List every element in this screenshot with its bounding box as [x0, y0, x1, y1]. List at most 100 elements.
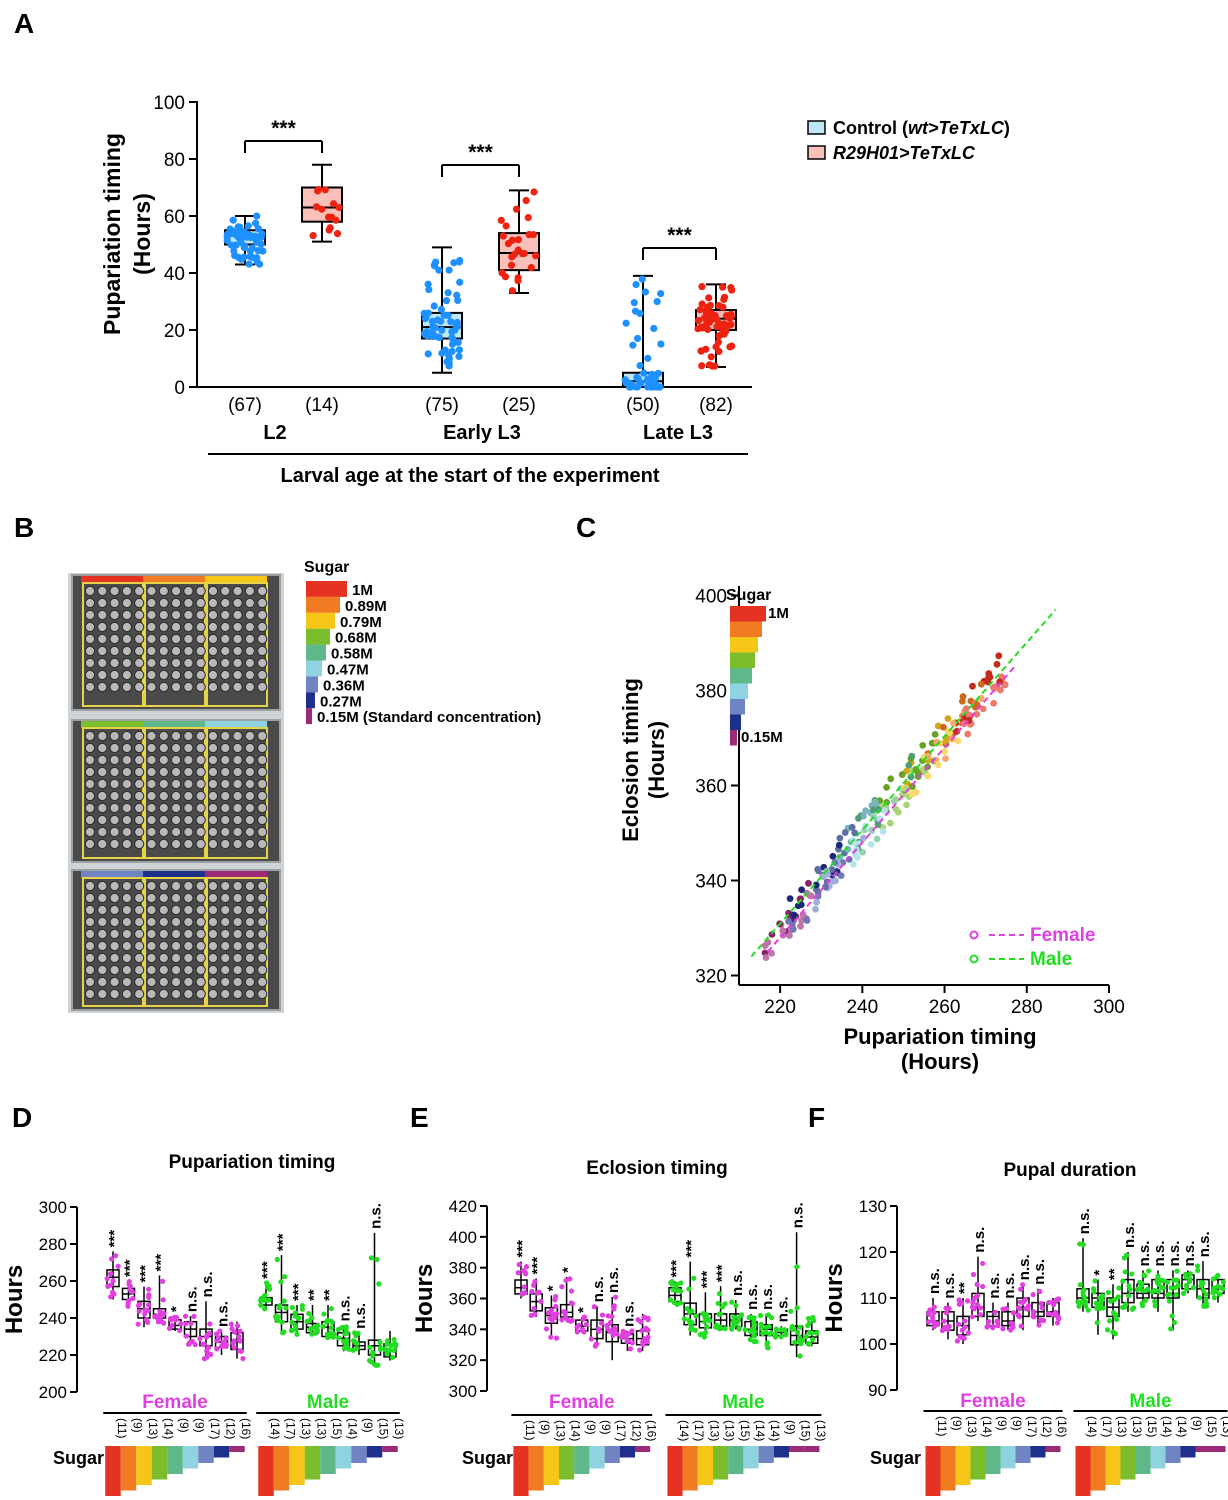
well	[232, 790, 243, 802]
well	[97, 669, 108, 681]
well	[232, 940, 243, 952]
sample-size: (15)	[799, 1420, 813, 1441]
sig-label: n.s.	[941, 1273, 958, 1299]
data-point	[1098, 1300, 1104, 1306]
data-point	[274, 1256, 280, 1263]
sample-size: (14)	[305, 395, 339, 416]
well	[207, 621, 219, 633]
sig-stars: ***	[468, 141, 493, 164]
data-point	[159, 1278, 166, 1284]
data-point	[1155, 1288, 1161, 1295]
data-point	[281, 1329, 287, 1335]
data-point	[281, 1274, 288, 1280]
well	[232, 802, 243, 814]
data-point	[107, 1271, 114, 1277]
y-tick-label: 130	[859, 1197, 887, 1216]
data-point	[785, 917, 792, 925]
data-point	[444, 289, 452, 297]
well	[195, 838, 206, 850]
well	[146, 657, 157, 669]
data-point	[438, 326, 446, 334]
sig-label: n.s.	[620, 1301, 637, 1327]
sample-size: (15)	[738, 1420, 752, 1441]
sugar-bar	[335, 1446, 352, 1469]
data-point	[671, 1300, 678, 1306]
data-point	[629, 1340, 636, 1346]
data-point	[970, 1299, 976, 1305]
data-point	[240, 228, 248, 236]
well	[134, 633, 145, 645]
data-point	[716, 1291, 722, 1297]
panel-f-chart: 90 100 110 120 130 Pupal duration Hours n.s. (11…	[821, 1160, 1228, 1496]
sugar-bar	[1195, 1446, 1211, 1452]
well	[195, 928, 206, 940]
well	[84, 778, 96, 790]
well	[207, 940, 219, 952]
well	[158, 940, 169, 952]
data-point	[686, 1309, 693, 1315]
well	[257, 754, 268, 766]
data-point	[977, 694, 985, 702]
sugar-swatch	[306, 596, 340, 613]
data-point	[974, 1281, 980, 1288]
data-point	[143, 1317, 150, 1323]
data-point	[532, 1279, 538, 1285]
data-point	[171, 1314, 178, 1320]
data-point	[514, 236, 523, 244]
well	[171, 621, 182, 633]
data-point	[1115, 1294, 1121, 1300]
data-point	[251, 219, 260, 227]
data-point	[431, 324, 439, 332]
sugar-bar	[151, 1446, 168, 1480]
well	[183, 597, 194, 609]
sugar-bar	[1150, 1446, 1166, 1469]
data-point	[389, 1354, 396, 1360]
y-tick-label: 320	[449, 1351, 477, 1370]
data-point	[926, 1309, 932, 1316]
sig-label: ***	[259, 1261, 276, 1279]
data-point	[632, 280, 640, 289]
data-point	[324, 1331, 330, 1337]
well	[257, 814, 268, 826]
well	[158, 880, 169, 892]
data-point	[552, 1314, 558, 1321]
sig-label: n.s.	[368, 1203, 385, 1229]
well	[97, 790, 108, 802]
data-point	[783, 1330, 789, 1337]
well	[257, 964, 268, 976]
well	[97, 742, 108, 754]
data-point	[1198, 1279, 1204, 1285]
sig-label: ***	[275, 1233, 292, 1251]
data-point	[625, 1338, 631, 1344]
data-point	[105, 1283, 111, 1289]
data-point	[867, 840, 875, 848]
sugar-swatch	[730, 652, 755, 668]
data-point	[1129, 1271, 1135, 1277]
data-point	[384, 1351, 390, 1357]
sample-size: (13)	[965, 1416, 979, 1437]
well	[244, 754, 255, 766]
data-point	[1211, 1287, 1217, 1293]
well	[158, 754, 169, 766]
well	[232, 754, 243, 766]
data-point	[973, 1294, 979, 1300]
data-point	[1075, 1299, 1081, 1305]
data-point	[104, 1276, 110, 1282]
well	[146, 766, 157, 778]
data-point	[1122, 1269, 1128, 1275]
data-point	[553, 1335, 560, 1341]
data-point	[757, 1312, 764, 1319]
y-tick-label: 420	[449, 1197, 477, 1216]
well	[244, 928, 255, 940]
data-point	[698, 300, 706, 308]
well	[84, 633, 96, 645]
sugar-bar	[758, 1446, 774, 1463]
data-point	[637, 1347, 643, 1353]
well	[207, 976, 219, 988]
sugar-bar	[667, 1446, 683, 1496]
data-point	[232, 241, 240, 249]
data-point	[309, 1331, 315, 1337]
well	[158, 657, 169, 669]
data-point	[215, 1335, 222, 1341]
data-point	[626, 383, 634, 391]
